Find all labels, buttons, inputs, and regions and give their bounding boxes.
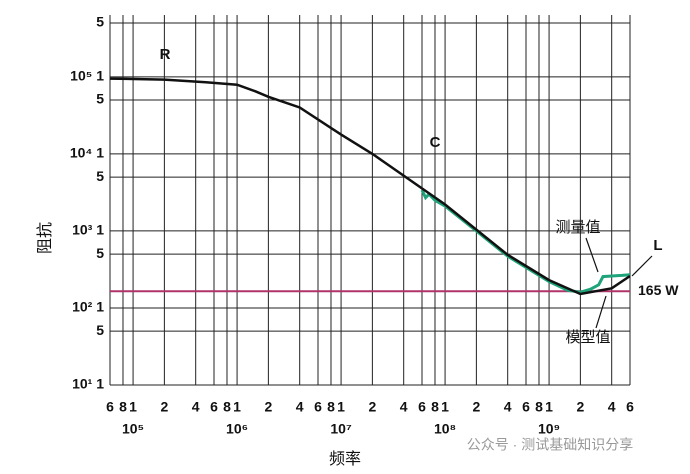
arrow <box>585 237 599 273</box>
x-tick-label: 1 <box>129 399 137 415</box>
y-tick-label: 5 <box>96 91 104 107</box>
x-tick-label: 8 <box>327 399 335 415</box>
x-tick-label: 1 <box>337 399 345 415</box>
x-tick-label: 6 <box>210 399 218 415</box>
arrow <box>595 295 607 329</box>
x-tick-label: 8 <box>431 399 439 415</box>
x-decade-label: 10⁷ <box>330 421 352 437</box>
annotation: L <box>653 237 662 254</box>
x-tick-label: 6 <box>418 399 426 415</box>
x-tick-label: 8 <box>535 399 543 415</box>
x-tick-label: 2 <box>368 399 376 415</box>
series-label: 模型值 <box>565 329 610 346</box>
y-axis-label: 阻抗 <box>36 222 54 254</box>
x-decade-label: 10⁶ <box>226 421 248 437</box>
x-tick-label: 4 <box>504 399 512 415</box>
x-tick-label: 8 <box>223 399 231 415</box>
x-tick-label: 2 <box>472 399 480 415</box>
y-tick-label: 5 <box>96 168 104 184</box>
x-tick-label: 2 <box>264 399 272 415</box>
arrow <box>631 255 653 277</box>
x-tick-label: 8 <box>119 399 127 415</box>
x-decade-label: 10⁸ <box>434 421 456 437</box>
x-tick-label: 6 <box>106 399 114 415</box>
y-tick-label: 5 <box>96 14 104 30</box>
x-tick-label: 4 <box>608 399 616 415</box>
y-tick-label: 10⁵ 1 <box>70 68 104 84</box>
x-tick-label: 2 <box>160 399 168 415</box>
x-decade-label: 10⁵ <box>122 421 144 437</box>
hline-label: 165 W <box>638 282 679 298</box>
y-tick-label: 10² 1 <box>72 299 104 315</box>
y-tick-label: 5 <box>96 322 104 338</box>
x-tick-label: 1 <box>441 399 449 415</box>
x-tick-label: 4 <box>296 399 304 415</box>
y-tick-label: 10¹ 1 <box>72 376 104 392</box>
x-tick-label: 6 <box>314 399 322 415</box>
x-tick-label: 4 <box>192 399 200 415</box>
annotation: C <box>430 134 441 151</box>
series-line <box>420 189 631 294</box>
y-tick-label: 5 <box>96 245 104 261</box>
x-decade-label: 10⁹ <box>538 421 560 437</box>
x-tick-label: 6 <box>626 399 634 415</box>
x-tick-label: 6 <box>522 399 530 415</box>
x-tick-label: 4 <box>400 399 408 415</box>
x-axis-label: 频率 <box>329 450 361 468</box>
x-tick-label: 1 <box>233 399 241 415</box>
series-line <box>109 77 631 296</box>
x-tick-label: 1 <box>545 399 553 415</box>
series-label: 测量值 <box>555 219 600 236</box>
watermark: 公众号 · 测试基础知识分享 <box>467 437 633 453</box>
annotation: R <box>160 46 171 63</box>
y-tick-label: 10⁴ 1 <box>70 145 104 161</box>
y-tick-label: 10³ 1 <box>72 222 104 238</box>
x-tick-label: 2 <box>576 399 584 415</box>
